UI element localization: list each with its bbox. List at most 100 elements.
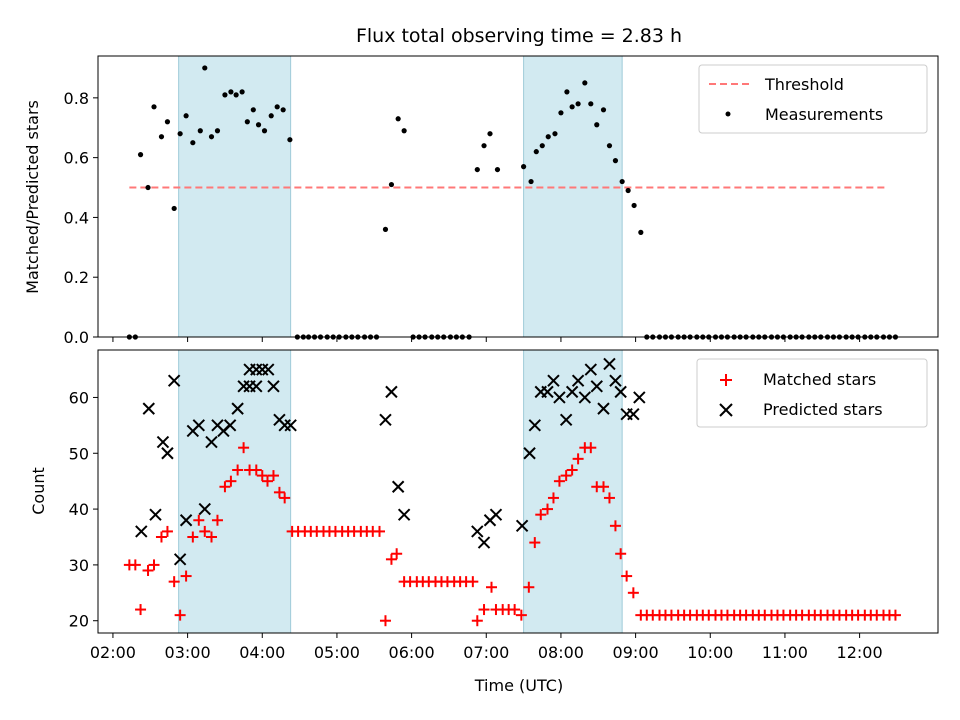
matched-star-point bbox=[174, 609, 186, 621]
legend-measurements-label: Measurements bbox=[765, 105, 883, 124]
predicted-star-point bbox=[223, 419, 237, 432]
predicted-star-point bbox=[385, 385, 398, 399]
predicted-star-point bbox=[565, 385, 579, 399]
predicted-star-point bbox=[262, 363, 275, 376]
measurement-point bbox=[183, 113, 189, 119]
matched-star-point bbox=[279, 492, 291, 504]
measurement-point bbox=[388, 181, 395, 188]
matched-star-point bbox=[148, 559, 160, 571]
measurement-point bbox=[228, 89, 234, 95]
predicted-star-point bbox=[627, 407, 640, 421]
measurement-point bbox=[481, 143, 487, 149]
top-legend: Threshold Measurements bbox=[698, 64, 928, 134]
predicted-star-point bbox=[547, 374, 560, 387]
x-tick-label: 07:00 bbox=[463, 643, 509, 662]
matched-star-point bbox=[547, 492, 559, 504]
measurement-point bbox=[214, 128, 221, 134]
bottom-y-axis-label: Count bbox=[29, 467, 48, 515]
measurement-point bbox=[558, 110, 564, 116]
y-tick-label: 40 bbox=[69, 500, 89, 519]
bottom-legend: Matched stars Predicted stars bbox=[696, 358, 928, 428]
measurement-point bbox=[521, 164, 527, 170]
measurement-point bbox=[594, 122, 600, 128]
matched-star-point bbox=[256, 470, 268, 482]
measurement-point bbox=[528, 178, 534, 185]
top-legend-box bbox=[698, 64, 928, 134]
matched-star-point bbox=[471, 615, 483, 627]
matched-star-point bbox=[205, 531, 217, 543]
matched-star-point bbox=[627, 587, 639, 599]
y-tick-label: 0.4 bbox=[64, 208, 89, 227]
matched-star-point bbox=[238, 442, 250, 454]
predicted-star-point bbox=[149, 508, 162, 521]
measurement-point bbox=[239, 89, 245, 95]
matched-star-point bbox=[199, 525, 211, 537]
predicted-star-point bbox=[156, 435, 170, 449]
matched-star-point bbox=[391, 548, 403, 560]
y-tick-label: 20 bbox=[69, 612, 89, 631]
predicted-star-point bbox=[198, 502, 211, 516]
x-tick-label: 09:00 bbox=[613, 643, 659, 662]
matched-star-point bbox=[541, 503, 553, 515]
measurement-point bbox=[244, 119, 250, 125]
y-tick-label: 30 bbox=[69, 556, 89, 575]
measurement-point bbox=[274, 104, 280, 110]
matched-star-point bbox=[187, 531, 199, 543]
measurement-point bbox=[233, 92, 239, 98]
predicted-star-point bbox=[205, 435, 218, 449]
matched-star-point bbox=[155, 531, 167, 543]
predicted-star-point bbox=[142, 402, 155, 415]
matched-star-point bbox=[232, 464, 244, 476]
measurement-point bbox=[487, 131, 493, 137]
predicted-star-point bbox=[584, 363, 598, 376]
x-tick-label: 11:00 bbox=[762, 643, 808, 662]
matched-star-point bbox=[385, 553, 397, 565]
matched-star-point bbox=[219, 481, 231, 493]
x-axis-label: Time (UTC) bbox=[474, 676, 563, 695]
y-tick-label: 0.6 bbox=[64, 149, 89, 168]
measurement-point bbox=[619, 178, 625, 185]
predicted-star-point bbox=[633, 391, 646, 404]
matched-star-point bbox=[560, 470, 572, 482]
matched-star-point bbox=[566, 464, 578, 476]
measurement-point bbox=[171, 205, 177, 212]
measurement-point bbox=[588, 101, 594, 107]
predicted-star-point bbox=[231, 402, 244, 415]
measurement-point bbox=[202, 65, 208, 71]
measurement-point bbox=[569, 104, 575, 110]
matched-star-point bbox=[485, 581, 497, 593]
bottom-legend-box bbox=[696, 358, 928, 428]
shaded-region bbox=[178, 56, 291, 337]
matched-star-point bbox=[597, 481, 609, 493]
top-panel: 0.00.20.40.60.8 Matched/Predicted stars … bbox=[23, 55, 939, 347]
bottom-x-ticks: 02:00 03:00 04:00 05:00 06:00 07:00 08:00 09:00… bbox=[90, 633, 883, 662]
x-tick-label: 03:00 bbox=[165, 643, 211, 662]
predicted-star-point bbox=[379, 413, 392, 426]
predicted-star-point bbox=[571, 374, 585, 387]
measurement-point bbox=[539, 143, 545, 149]
measurement-point bbox=[250, 107, 256, 113]
matched-star-point bbox=[621, 570, 633, 582]
matched-star-point bbox=[585, 442, 597, 454]
measurement-point bbox=[638, 229, 644, 235]
measurement-point bbox=[177, 131, 183, 137]
predicted-star-point bbox=[391, 480, 405, 493]
top-shaded-regions bbox=[178, 56, 623, 337]
predicted-star-point bbox=[167, 374, 181, 387]
measurement-points bbox=[126, 65, 899, 340]
legend-predicted-label: Predicted stars bbox=[763, 400, 883, 419]
x-tick-label: 06:00 bbox=[389, 643, 435, 662]
bottom-axes-frame bbox=[97, 349, 939, 634]
x-tick-label: 10:00 bbox=[687, 643, 733, 662]
predicted-star-point bbox=[553, 391, 566, 404]
measurement-point bbox=[606, 143, 613, 149]
x-tick-label: 08:00 bbox=[538, 643, 584, 662]
predicted-star-point bbox=[528, 419, 542, 432]
measurement-point bbox=[474, 166, 480, 173]
top-y-axis-label: Matched/Predicted stars bbox=[23, 100, 42, 294]
predicted-star-point bbox=[609, 374, 622, 387]
bottom-y-ticks: 20 30 40 50 60 bbox=[69, 388, 98, 631]
y-tick-label: 50 bbox=[69, 444, 89, 463]
predicted-star-point bbox=[173, 553, 187, 566]
